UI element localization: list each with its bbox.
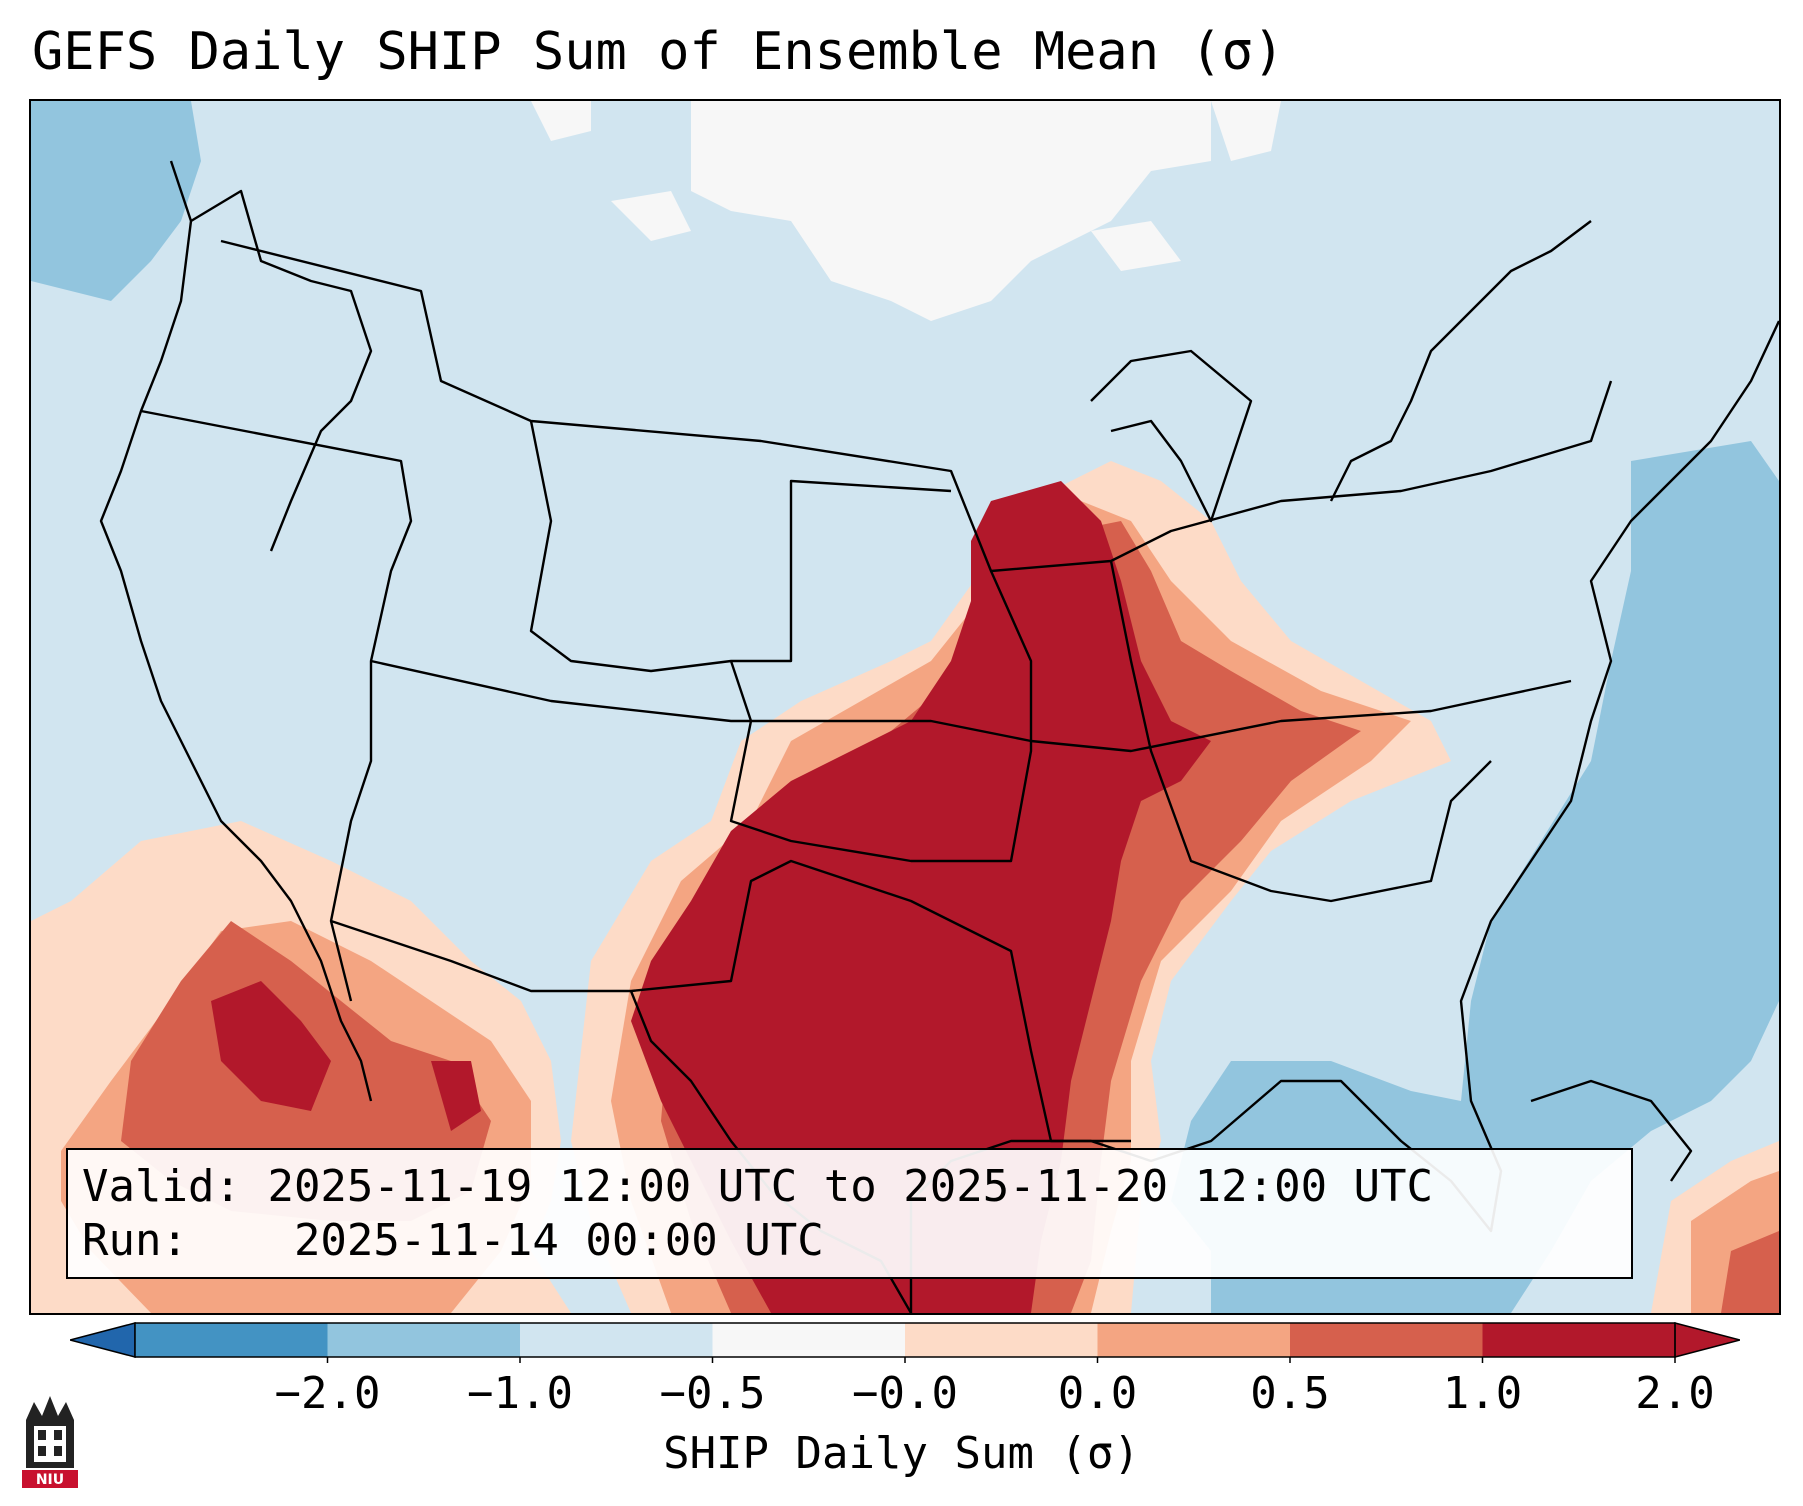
pacific-northwest-border xyxy=(190,189,373,552)
northern-state-borders xyxy=(220,239,1613,573)
run-info-box: Valid: 2025-11-19 12:00 UTC to 2025-11-2… xyxy=(66,1148,1633,1279)
colorbar-extend-high xyxy=(1674,1322,1740,1358)
near-zero-field xyxy=(531,101,1281,321)
valid-label: Valid: xyxy=(82,1161,241,1212)
southeast-state-borders xyxy=(1109,560,1492,903)
negative-anomaly-field xyxy=(31,101,1779,1313)
map-panel xyxy=(29,99,1781,1315)
valid-value: 2025-11-19 12:00 UTC to 2025-11-20 12:00… xyxy=(267,1161,1434,1212)
colorbar-segment xyxy=(327,1323,520,1357)
colorbar-tick-label: 2.0 xyxy=(1635,1368,1715,1419)
colorbar-tick-label: −1.0 xyxy=(467,1368,573,1419)
colorbar-extend-low xyxy=(70,1322,136,1358)
colorbar-segment xyxy=(520,1323,713,1357)
colorbar-segment xyxy=(135,1323,328,1357)
run-value: 2025-11-14 00:00 UTC xyxy=(293,1215,824,1266)
map-boundaries xyxy=(99,160,1779,1313)
logo-text: NIU xyxy=(36,1472,64,1488)
cuba-outline xyxy=(1530,1079,1693,1182)
colorbar-label: SHIP Daily Sum (σ) xyxy=(663,1428,1140,1479)
colorbar-segment xyxy=(905,1323,1098,1357)
colorbar-segment xyxy=(1290,1323,1483,1357)
colorbar-segment xyxy=(1482,1323,1675,1357)
map-canvas xyxy=(31,101,1779,1313)
colorbar-tick-label: −0.5 xyxy=(659,1368,766,1419)
map-title: GEFS Daily SHIP Sum of Ensemble Mean (σ) xyxy=(32,22,1285,82)
colorbar-segment xyxy=(1097,1323,1290,1357)
canada-border-east xyxy=(1329,220,1592,502)
colorbar xyxy=(70,1322,1740,1363)
run-label: Run: xyxy=(82,1215,188,1266)
midwest-state-borders xyxy=(729,570,1033,863)
extreme-positive-anomaly-field xyxy=(211,481,1211,1313)
west-coastline xyxy=(99,160,373,1102)
colorbar-tick-label: 0.0 xyxy=(1057,1368,1138,1419)
gulf-and-east-coastline xyxy=(909,320,1779,1313)
colorbar-tick-label: 0.5 xyxy=(1250,1368,1330,1419)
colorbar-tick-label: −2.0 xyxy=(274,1368,381,1419)
colorbar-tick-label: 1.0 xyxy=(1442,1368,1523,1419)
colorbar-segment xyxy=(712,1323,905,1357)
great-lakes-outline xyxy=(1090,349,1253,523)
plains-state-borders xyxy=(529,420,952,673)
colorbar-tick-label: −0.0 xyxy=(852,1368,958,1419)
southern-state-borders xyxy=(330,859,1131,1143)
niu-logo-icon: NIU xyxy=(22,1396,78,1488)
